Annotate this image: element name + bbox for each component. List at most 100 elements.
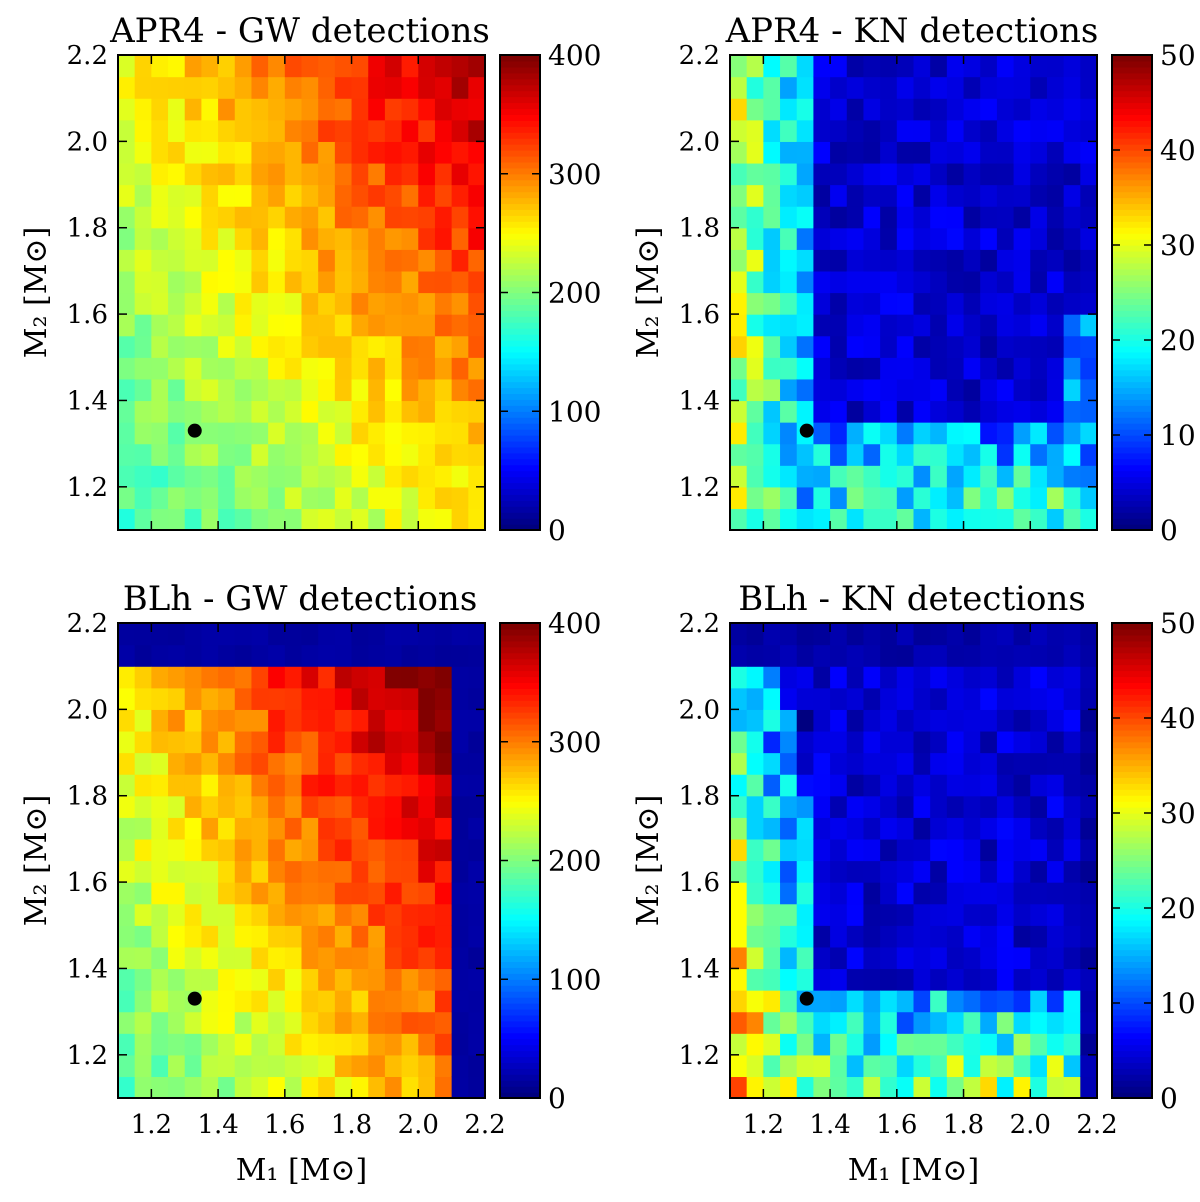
heatmap-cell <box>318 1033 336 1056</box>
colorbar-band <box>500 334 540 341</box>
heatmap-cell <box>846 270 865 294</box>
colorbar-band <box>1112 114 1152 121</box>
heatmap-cell <box>846 644 865 667</box>
heatmap-cell <box>368 422 386 445</box>
heatmap-cell <box>468 119 486 142</box>
panel-1: APR4 - GW detections1.21.41.61.82.02.2M₂… <box>19 11 601 547</box>
heatmap-cell <box>846 119 865 142</box>
heatmap-cell <box>913 687 931 710</box>
heatmap-cell <box>134 946 152 970</box>
heatmap-cell <box>980 882 998 905</box>
heatmap-cell <box>946 968 965 991</box>
heatmap-cell <box>763 76 781 99</box>
heatmap-cell <box>730 378 748 402</box>
heatmap-cell <box>318 925 336 948</box>
colorbar-band <box>1112 628 1152 636</box>
heatmap-cell <box>451 860 469 883</box>
heatmap-cell <box>796 162 815 186</box>
heatmap-cell <box>1080 774 1098 797</box>
heatmap-cell <box>368 644 386 667</box>
heatmap-cell <box>468 838 486 862</box>
colorbar-band <box>1112 245 1152 252</box>
heatmap-cell <box>368 206 386 229</box>
heatmap-cell <box>963 119 981 142</box>
heatmap-cell <box>980 292 998 315</box>
heatmap-cell <box>184 357 203 380</box>
heatmap-cell <box>1046 443 1065 466</box>
heatmap-cell <box>218 357 236 380</box>
heatmap-cell <box>980 508 998 531</box>
heatmap-cell <box>384 357 403 380</box>
heatmap-cell <box>251 184 269 207</box>
heatmap-cell <box>930 709 948 732</box>
heatmap-cell <box>284 184 303 207</box>
heatmap-cell <box>468 162 486 186</box>
heatmap-cell <box>1080 666 1098 689</box>
heatmap-cell <box>763 752 781 775</box>
heatmap-cell <box>813 400 831 423</box>
heatmap-cell <box>368 508 386 531</box>
heatmap-cell <box>896 55 915 78</box>
heatmap-cell <box>434 903 453 926</box>
heatmap-cell <box>730 795 748 818</box>
heatmap-cell <box>896 644 915 667</box>
colorbar-band <box>1112 120 1152 127</box>
heatmap-cell <box>730 903 748 926</box>
heatmap-cell <box>830 623 848 646</box>
colorbar-band <box>500 488 540 495</box>
heatmap-cell <box>151 378 169 402</box>
heatmap-cell <box>184 314 203 337</box>
heatmap-cell <box>168 795 186 818</box>
heatmap-cell <box>1030 838 1048 862</box>
heatmap-cell <box>284 623 303 646</box>
heatmap-cell <box>318 184 336 207</box>
heatmap-cell <box>134 292 152 315</box>
heatmap-cell <box>980 623 998 646</box>
heatmap-cell <box>284 1054 303 1078</box>
heatmap-cell <box>763 184 781 207</box>
heatmap-cell <box>134 400 152 423</box>
heatmap-cell <box>780 946 798 970</box>
heatmap-cell <box>913 709 931 732</box>
heatmap-cell <box>134 990 152 1013</box>
heatmap-cell <box>730 98 748 121</box>
heatmap-cell <box>284 990 303 1013</box>
heatmap-cell <box>913 55 931 78</box>
heatmap-cell <box>996 774 1015 797</box>
heatmap-cell <box>1080 1076 1098 1099</box>
heatmap-cell <box>896 666 915 689</box>
heatmap-cell <box>830 882 848 905</box>
heatmap-cell <box>134 752 152 775</box>
heatmap-cell <box>218 76 236 99</box>
heatmap-cell <box>434 925 453 948</box>
heatmap-cell <box>151 903 169 926</box>
heatmap-cell <box>468 709 486 732</box>
heatmap-cell <box>1030 206 1048 229</box>
heatmap-cell <box>1013 162 1031 186</box>
colorbar-band <box>1112 884 1152 891</box>
heatmap-cell <box>168 508 186 531</box>
heatmap-cell <box>384 422 403 445</box>
heatmap-cell <box>813 946 831 970</box>
heatmap-cell <box>251 270 269 294</box>
heatmap-cell <box>251 817 269 840</box>
heatmap-cell <box>863 206 881 229</box>
heatmap-cell <box>796 443 815 466</box>
colorbar-band <box>500 777 540 784</box>
colorbar-tick-label: 100 <box>548 963 601 996</box>
heatmap-cell <box>1030 752 1048 775</box>
heatmap-cell <box>468 486 486 510</box>
heatmap-cell <box>468 141 486 164</box>
heatmap-cell <box>863 817 881 840</box>
heatmap-cell <box>813 184 831 207</box>
heatmap-cell <box>151 227 169 250</box>
heatmap-cell <box>168 270 186 294</box>
heatmap-cell <box>963 400 981 423</box>
heatmap-cell <box>746 666 764 689</box>
heatmap-cell <box>846 817 865 840</box>
colorbar-band <box>500 328 540 335</box>
heatmap-cell <box>351 990 369 1013</box>
heatmap-cell <box>284 270 303 294</box>
heatmap-cell <box>1013 709 1031 732</box>
heatmap-cell <box>201 465 219 488</box>
